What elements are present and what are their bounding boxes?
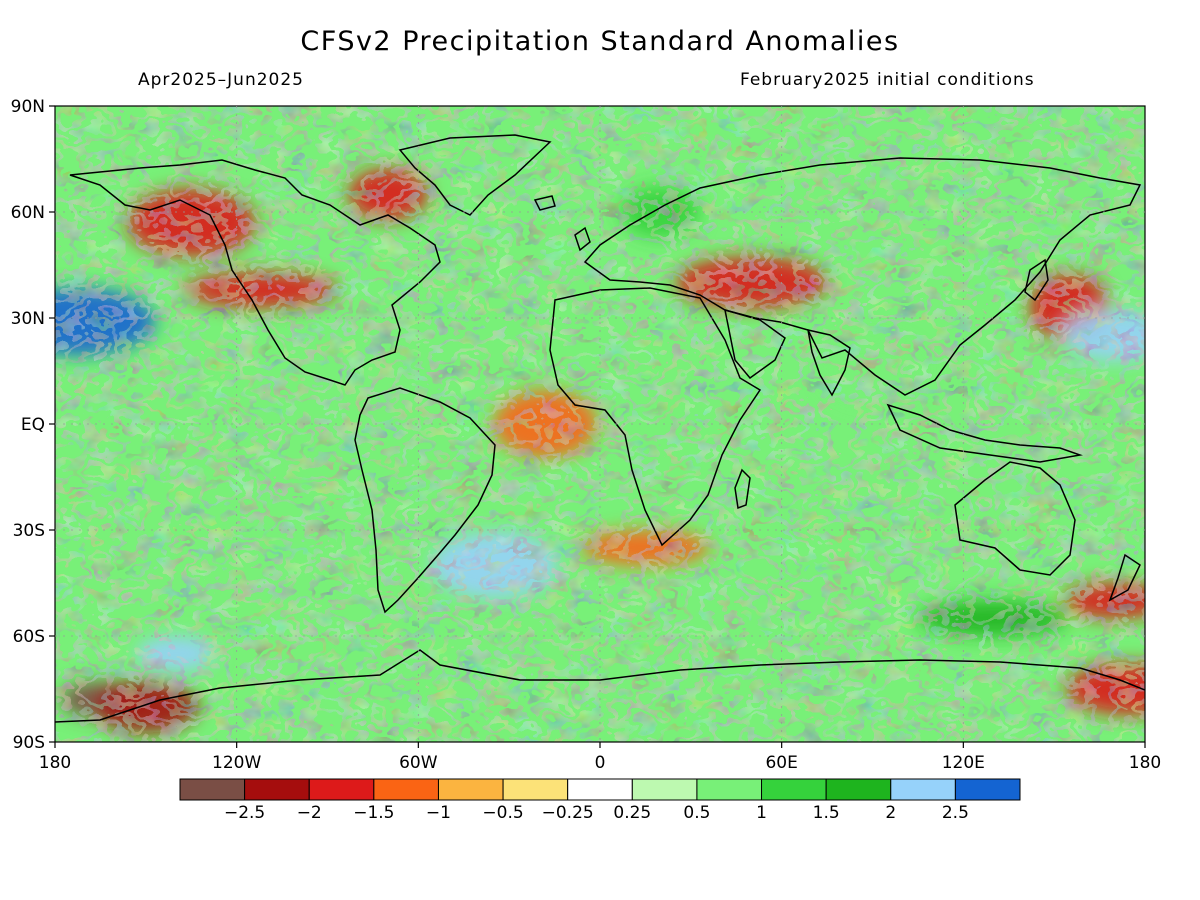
colorbar-swatch [308, 778, 375, 801]
colorbar-swatch [954, 778, 1021, 801]
colorbar-tick-label: 0.25 [613, 803, 651, 823]
colorbar-tick-label: −0.5 [482, 803, 523, 823]
coastline-india [807, 329, 851, 397]
chart-title: CFSv2 Precipitation Standard Anomalies [300, 26, 900, 57]
colorbar-tick-label: −1 [426, 803, 451, 823]
colorbar-tick-label: 2.5 [942, 803, 969, 823]
y-tick-label: 30N [11, 309, 45, 329]
colorbar-tick-label: −0.25 [542, 803, 594, 823]
colorbar-swatch [890, 778, 956, 801]
colorbar-swatch [502, 778, 569, 801]
x-tick-label: 180 [1129, 753, 1161, 773]
coastline-antarctica [55, 649, 1145, 723]
coastline-iceland [533, 195, 556, 211]
colorbar-tick-label: −1.5 [353, 803, 394, 823]
y-tick-label: 90N [11, 97, 45, 117]
colorbar-swatch [696, 778, 763, 801]
coastline-japan [1024, 258, 1049, 302]
y-tick-label: EQ [21, 415, 45, 435]
coastline-indonesia [886, 403, 1083, 463]
y-tick-label: 60S [13, 627, 45, 647]
colorbar-labels: −2.5 −2 −1.5 −1 −0.5 −0.25 0.25 0.5 1 1.5 2 2.5 [224, 803, 969, 823]
colorbar-swatch [244, 778, 310, 801]
y-tick-label: 90S [13, 733, 45, 753]
x-tick-label: 0 [595, 753, 606, 773]
colorbar-swatch [373, 778, 439, 801]
coastline-africa [549, 287, 762, 547]
colorbar-swatch [179, 778, 246, 801]
y-tick-label: 30S [13, 521, 45, 541]
colorbar-tick-label: 1 [756, 803, 767, 823]
x-tick-label: 120W [212, 753, 261, 773]
colorbar-tick-label: 0.5 [683, 803, 710, 823]
colorbar-swatch [761, 778, 827, 801]
y-tick-label: 60N [11, 203, 45, 223]
chart-subtitle-initial-conditions: February2025 initial conditions [740, 70, 1035, 90]
colorbar-tick-label: 1.5 [813, 803, 840, 823]
x-tick-label: 60E [765, 753, 797, 773]
x-tick-label: 180 [39, 753, 71, 773]
chart-subtitle-period: Apr2025–Jun2025 [138, 70, 304, 90]
coastline-british-isles [574, 226, 591, 252]
colorbar-swatch [567, 778, 633, 801]
y-axis-labels: 90N 60N 30N EQ 30S 60S 90S [11, 97, 45, 753]
x-axis-labels: 180 120W 60W 0 60E 120E 180 [39, 753, 1161, 773]
gridlines [55, 106, 1145, 742]
colorbar-tick-label: 2 [885, 803, 896, 823]
coastline-arabia [724, 308, 786, 380]
colorbar-swatch [437, 778, 504, 801]
x-tick-label: 120E [942, 753, 985, 773]
coastline-greenland [398, 134, 552, 216]
coastline-new-zealand [1108, 553, 1141, 602]
colorbar-swatch [631, 778, 698, 801]
colorbar [179, 778, 1021, 801]
coastline-australia [954, 461, 1076, 576]
colorbar-swatch [825, 778, 892, 801]
colorbar-tick-label: −2 [297, 803, 322, 823]
coastline-madagascar [734, 468, 751, 510]
coastline-north-america [69, 159, 441, 386]
colorbar-tick-label: −2.5 [224, 803, 265, 823]
axis-ticks [49, 105, 1146, 748]
x-tick-label: 60W [399, 753, 438, 773]
